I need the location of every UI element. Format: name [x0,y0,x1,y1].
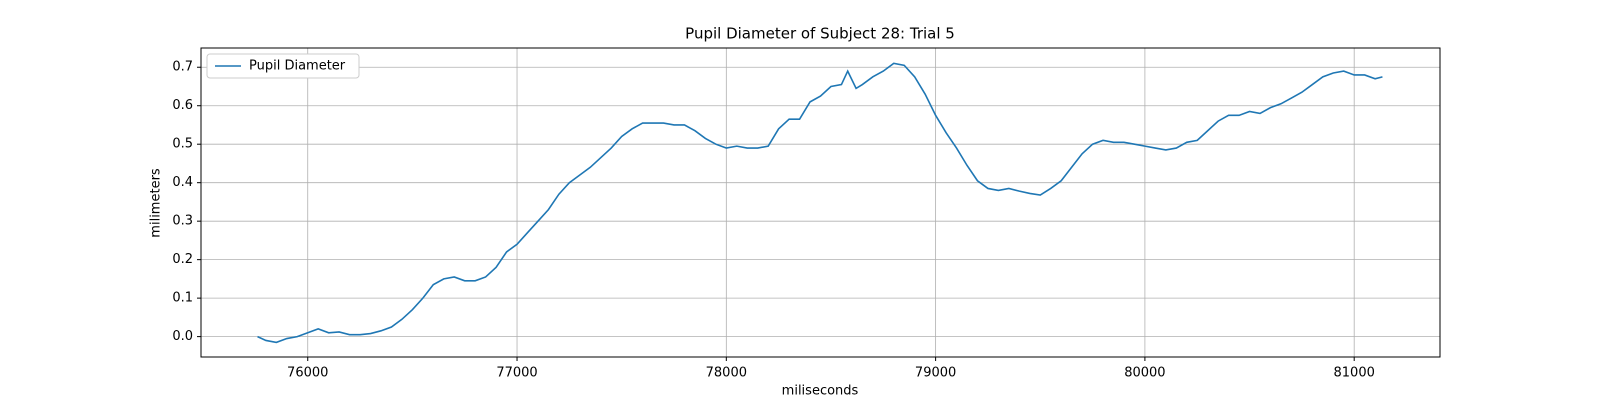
x-tick-label: 81000 [1334,366,1375,381]
y-tick-label: 0.6 [172,98,193,113]
y-tick-label: 0.3 [172,214,193,229]
y-tick-label: 0.1 [172,291,193,306]
x-tick-label: 80000 [1124,366,1165,381]
x-axis-label: miliseconds [782,384,859,399]
x-tick-label: 79000 [915,366,956,381]
y-tick-label: 0.5 [172,137,193,152]
data-line [257,62,1383,344]
y-tick-label: 0.7 [172,60,193,75]
y-axis-label: milimeters [149,168,164,238]
y-tick-label: 0.0 [172,329,193,344]
chart-title: Pupil Diameter of Subject 28: Trial 5 [685,25,955,43]
plot-frame [200,47,1441,358]
y-tick-label: 0.4 [172,175,193,190]
y-tick-label: 0.2 [172,252,193,267]
x-tick-label: 77000 [496,366,537,381]
legend-box [206,53,360,79]
x-tick-label: 78000 [706,366,747,381]
x-tick-label: 76000 [287,366,328,381]
legend-label: Pupil Diameter [249,59,346,74]
